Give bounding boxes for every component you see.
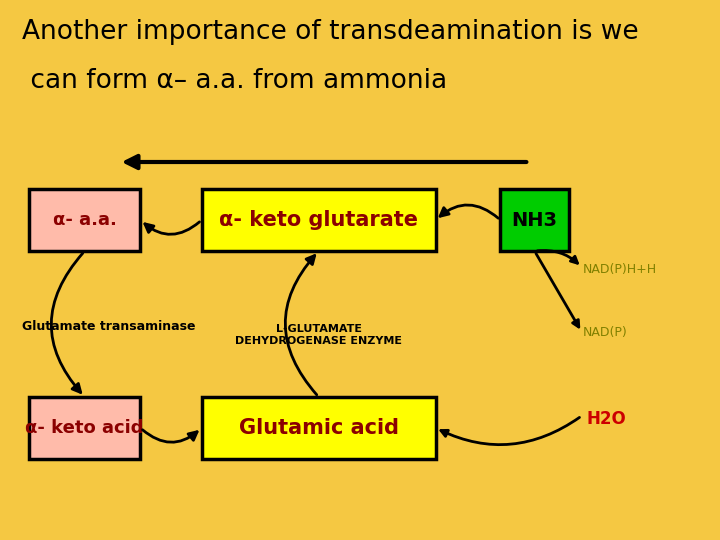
Text: NH3: NH3 — [512, 211, 557, 229]
Text: α- a.a.: α- a.a. — [53, 211, 117, 229]
Text: Glutamate transaminase: Glutamate transaminase — [22, 320, 195, 333]
Text: Another importance of transdeamination is we: Another importance of transdeamination i… — [22, 19, 638, 45]
FancyBboxPatch shape — [29, 397, 140, 459]
FancyBboxPatch shape — [500, 189, 569, 251]
Text: H2O: H2O — [587, 409, 626, 428]
Text: Glutamic acid: Glutamic acid — [238, 418, 399, 438]
Text: α- keto acid: α- keto acid — [25, 419, 144, 437]
FancyBboxPatch shape — [202, 189, 436, 251]
Text: NAD(P): NAD(P) — [583, 326, 628, 339]
Text: L-GLUTAMATE
DEHYDROGENASE ENZYME: L-GLUTAMATE DEHYDROGENASE ENZYME — [235, 324, 402, 346]
Text: NAD(P)H+H: NAD(P)H+H — [583, 264, 657, 276]
FancyBboxPatch shape — [202, 397, 436, 459]
Text: can form α– a.a. from ammonia: can form α– a.a. from ammonia — [22, 68, 446, 93]
FancyBboxPatch shape — [29, 189, 140, 251]
Text: α- keto glutarate: α- keto glutarate — [219, 210, 418, 230]
